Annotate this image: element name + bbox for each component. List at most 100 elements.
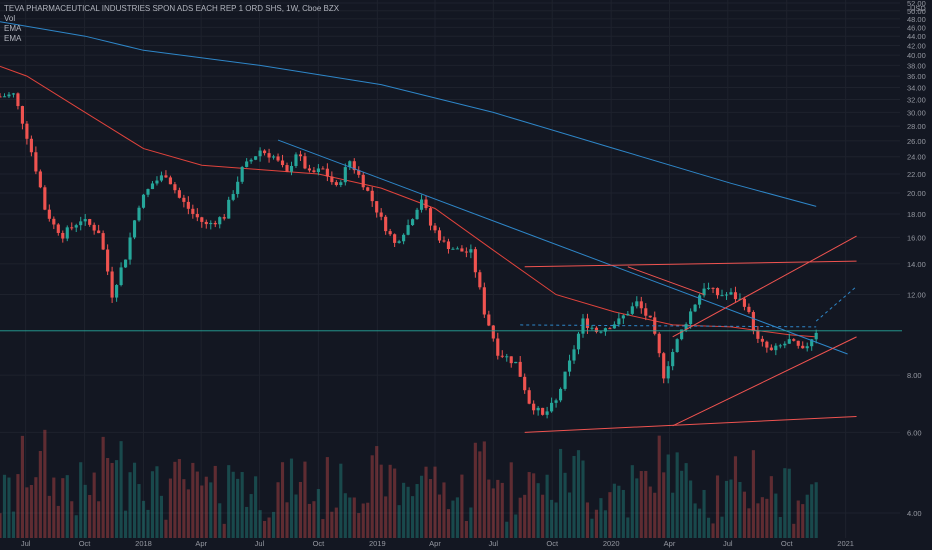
candle-body xyxy=(536,407,540,411)
volume-bar xyxy=(397,505,401,538)
candle-body xyxy=(621,315,625,319)
ema-slow-line xyxy=(0,21,817,207)
candle-body xyxy=(61,232,65,239)
volume-bar xyxy=(186,489,190,538)
candle-body xyxy=(581,318,585,334)
volume-bar xyxy=(352,497,356,538)
candle-body xyxy=(352,161,356,171)
indicator-vol[interactable]: Vol xyxy=(4,14,16,23)
candle-body xyxy=(671,351,675,367)
volume-bar xyxy=(558,448,563,538)
dashed-trendline[interactable] xyxy=(815,286,857,322)
price-tick-label: 8.00 xyxy=(907,371,922,380)
candle-body xyxy=(11,93,16,95)
time-tick-label: Oct xyxy=(546,539,559,548)
volume-bar xyxy=(2,474,7,538)
price-axis[interactable] xyxy=(902,0,932,550)
volume-bar xyxy=(29,484,33,538)
candle-body xyxy=(437,230,442,241)
symbol-title: TEVA PHARMACEUTICAL INDUSTRIES SPON ADS … xyxy=(4,4,340,13)
time-tick-label: Oct xyxy=(781,539,794,548)
candle-body xyxy=(612,324,616,329)
volume-bar xyxy=(576,450,581,538)
candle-body xyxy=(500,355,504,357)
volume-bar xyxy=(473,442,477,538)
volume-bar xyxy=(424,466,428,538)
candle-body xyxy=(424,199,428,209)
volume-bar xyxy=(496,479,500,538)
candle-body xyxy=(518,361,522,377)
time-tick-label: Oct xyxy=(313,539,326,548)
volume-bar xyxy=(756,503,760,538)
candle-body xyxy=(617,318,621,325)
candle-body xyxy=(662,353,666,379)
candle-body xyxy=(25,123,29,139)
volume-bar xyxy=(92,472,96,538)
candle-body xyxy=(402,234,406,242)
candle-body xyxy=(0,96,2,98)
candle-body xyxy=(375,201,379,213)
time-tick-label: 2021 xyxy=(837,539,854,548)
trendline[interactable] xyxy=(524,260,857,268)
price-tick-label: 38.00 xyxy=(907,61,926,70)
candle-body xyxy=(505,356,509,358)
candle-body xyxy=(227,199,231,219)
candle-body xyxy=(706,287,711,289)
trendline[interactable] xyxy=(672,336,857,427)
volume-bar xyxy=(254,476,258,538)
volume-bar xyxy=(159,495,164,538)
volume-bar xyxy=(168,478,172,538)
volume-bar xyxy=(671,492,675,538)
trendline[interactable] xyxy=(672,235,857,338)
trendline[interactable] xyxy=(277,139,848,355)
candle-body xyxy=(200,217,204,222)
volume-bar xyxy=(446,509,451,538)
candle-body xyxy=(428,208,433,226)
volume-bar xyxy=(119,441,123,538)
candle-body xyxy=(101,233,105,250)
candle-body xyxy=(738,298,742,300)
dashed-trendline[interactable] xyxy=(520,324,817,328)
volume-bar xyxy=(361,503,365,538)
volume-bar xyxy=(760,497,764,538)
candle-body xyxy=(482,287,486,315)
candle-body xyxy=(523,376,527,391)
candle-body xyxy=(370,190,374,202)
candle-body xyxy=(397,241,401,243)
volume-bar xyxy=(487,479,491,538)
volume-bar xyxy=(245,506,249,538)
candle-body xyxy=(316,168,320,173)
candle-body xyxy=(56,224,60,233)
volume-bar xyxy=(581,460,585,538)
price-tick-label: 18.00 xyxy=(907,210,926,219)
candle-body xyxy=(379,212,383,217)
trendline[interactable] xyxy=(524,415,857,433)
indicator-ema-2[interactable]: EMA xyxy=(4,34,22,43)
time-tick-label: Jul xyxy=(723,539,733,548)
candle-body xyxy=(106,249,110,272)
candle-body xyxy=(626,313,630,316)
candle-body xyxy=(182,197,186,202)
time-axis[interactable]: Jul Oct 2018 Apr Jul Oct 2019 Apr Jul Oct 2020 Apr J… xyxy=(21,539,854,548)
time-tick-label: Oct xyxy=(79,539,92,548)
candle-body xyxy=(711,287,715,289)
volume-bar xyxy=(724,480,729,538)
candle-body xyxy=(585,318,590,328)
time-tick-label: Apr xyxy=(664,539,676,548)
indicator-ema-1[interactable]: EMA xyxy=(4,24,22,33)
candle-body xyxy=(702,288,706,296)
volume-bar xyxy=(514,514,518,538)
trendline[interactable] xyxy=(627,266,705,296)
currency-label: USD xyxy=(910,4,926,13)
price-tick-label: 46.00 xyxy=(907,23,926,32)
candle-body xyxy=(330,176,334,183)
volume-bar xyxy=(738,481,742,538)
volume-bar xyxy=(419,475,424,538)
volume-bar xyxy=(406,486,410,538)
candle-body xyxy=(689,311,693,325)
candle-body xyxy=(796,340,800,346)
candle-body xyxy=(213,222,217,225)
candle-body xyxy=(419,199,424,210)
candle-body xyxy=(83,219,87,222)
